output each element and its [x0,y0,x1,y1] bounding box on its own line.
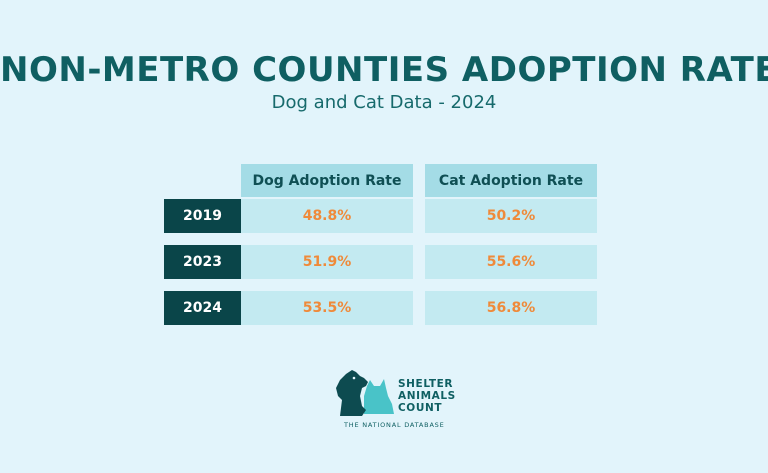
cat-rate-2024: 56.8% [425,291,597,325]
column-header-cat-adoption-rate: Cat Adoption Rate [425,164,597,197]
dog-rate-2024: 53.5% [241,291,413,325]
row-year-2024: 2024 [164,291,241,325]
dog-rate-2019: 48.8% [241,199,413,233]
logo-line-count: COUNT [398,402,443,414]
logo-tagline: THE NATIONAL DATABASE [344,421,445,429]
row-year-2019: 2019 [164,199,241,233]
dog-and-cat-silhouette-icon [336,370,394,416]
row-year-2023: 2023 [164,245,241,279]
shelter-animals-count-logo: SHELTER ANIMALS COUNT THE NATIONAL DATAB… [334,366,456,430]
logo-line-shelter: SHELTER [398,378,454,390]
logo-line-animals: ANIMALS [398,390,456,402]
page-subtitle: Dog and Cat Data - 2024 [271,92,497,113]
dog-rate-2023: 51.9% [241,245,413,279]
page-title: NON-METRO COUNTIES ADOPTION RATES [0,50,768,90]
logo-wordmark: SHELTER ANIMALS COUNT [398,378,456,414]
column-header-dog-adoption-rate: Dog Adoption Rate [241,164,413,197]
cat-rate-2019: 50.2% [425,199,597,233]
cat-rate-2023: 55.6% [425,245,597,279]
